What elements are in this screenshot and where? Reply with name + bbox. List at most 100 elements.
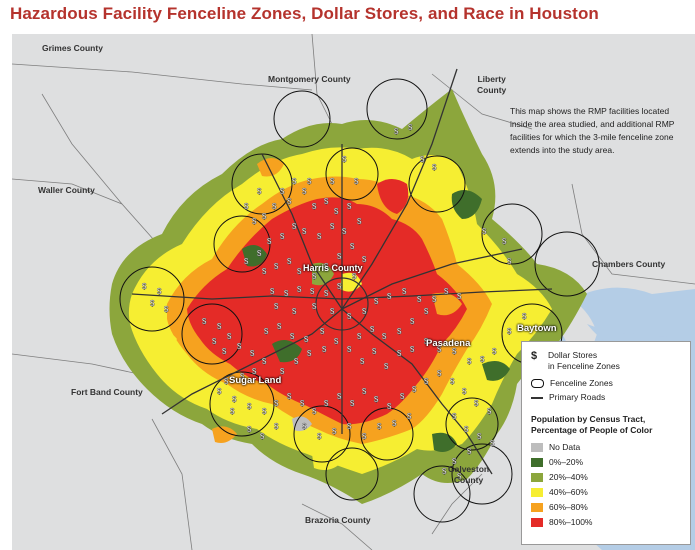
dollar-store-marker: $ [252,367,257,376]
dollar-store-marker: $ [232,395,237,404]
dollar-store-marker: $ [230,407,235,416]
legend-category-label: 40%–60% [549,487,588,497]
dollar-store-marker: $ [342,227,347,236]
legend-population-title: Population by Census Tract, Percentage of… [531,414,653,435]
dollar-store-marker: $ [387,292,392,301]
dollar-store-marker: $ [397,327,402,336]
dollar-store-marker: $ [287,257,292,266]
dollar-store-marker: $ [307,177,312,186]
dollar-store-marker: $ [442,467,447,476]
dollar-store-marker: $ [324,399,329,408]
dollar-store-marker: $ [247,402,252,411]
dollar-store-marker: $ [277,322,282,331]
dollar-store-marker: $ [157,287,162,296]
dollar-store-marker: $ [424,307,429,316]
dollar-store-marker: $ [302,422,307,431]
legend-swatch [531,473,543,483]
dollar-store-marker: $ [502,237,507,246]
legend-swatch [531,458,543,468]
map-note: This map shows the RMP facilities locate… [510,106,675,155]
dollar-store-marker: $ [292,307,297,316]
dollar-store-marker: $ [452,412,457,421]
dollar-store-marker: $ [362,387,367,396]
county-label-galveston: Galveston County [448,464,490,485]
legend-category: 0%–20% [531,457,583,468]
dollar-store-marker: $ [410,345,415,354]
dollar-store-marker: $ [347,345,352,354]
dollar-store-marker: $ [354,177,359,186]
legend-fenceline: Fenceline Zones [531,378,613,389]
dollar-store-marker: $ [377,422,382,431]
dollar-store-marker: $ [312,407,317,416]
county-label-grimes: Grimes County [42,43,103,53]
dollar-store-marker: $ [280,187,285,196]
dollar-store-marker: $ [257,187,262,196]
dollar-store-marker: $ [270,287,275,296]
dollar-store-marker: $ [264,327,269,336]
county-label-brazoria: Brazoria County [305,515,371,525]
dollar-store-marker: $ [408,123,413,132]
dollar-store-marker: $ [262,267,267,276]
dollar-store-marker: $ [522,312,527,321]
dollar-store-marker: $ [262,357,267,366]
dollar-store-marker: $ [467,357,472,366]
dollar-store-marker: $ [412,385,417,394]
dollar-store-marker: $ [337,252,342,261]
dollar-store-marker: $ [467,447,472,456]
dollar-store-marker: $ [244,202,249,211]
legend-swatch [531,518,543,528]
dollar-store-marker: $ [362,432,367,441]
dollar-store-marker: $ [487,407,492,416]
dollar-store-marker: $ [290,332,295,341]
county-label-harris: Harris County [303,263,363,273]
dollar-store-marker: $ [432,163,437,172]
dollar-store-marker: $ [252,217,257,226]
dollar-store-marker: $ [357,332,362,341]
county-label-fort-band: Fort Band County [71,387,143,397]
legend-swatch [531,503,543,513]
dollar-store-marker: $ [332,427,337,436]
dollar-store-marker: $ [482,227,487,236]
county-label-chambers: Chambers County [592,259,666,269]
legend-dollar-label: Dollar Stores in Fenceline Zones [548,350,620,371]
legend-category: No Data [531,442,581,453]
dollar-store-marker: $ [450,377,455,386]
dollar-store-marker: $ [397,349,402,358]
dollar-store-marker: $ [424,377,429,386]
dollar-store-marker: $ [294,357,299,366]
dollar-store-marker: $ [374,297,379,306]
dollar-store-marker: $ [312,302,317,311]
legend-category: 80%–100% [531,517,592,528]
legend-roads: Primary Roads [531,392,605,402]
dollar-store-marker: $ [317,232,322,241]
dollar-store-marker: $ [347,202,352,211]
dollar-store-marker: $ [384,362,389,371]
dollar-store-marker: $ [370,325,375,334]
census-tracts [109,89,587,504]
dollar-store-marker: $ [274,262,279,271]
dollar-store-marker: $ [274,422,279,431]
county-label-liberty: Liberty County [477,74,507,95]
legend-category-label: No Data [549,442,581,452]
dollar-store-marker: $ [337,282,342,291]
dollar-store-marker: $ [240,372,245,381]
dollar-store-marker: $ [287,392,292,401]
city-label-pasadena: Pasadena [426,338,471,349]
road-swatch [531,396,543,399]
dollar-store-marker: $ [490,439,495,448]
city-label-baytown: Baytown [517,323,557,334]
dollar-store-marker: $ [394,127,399,136]
dollar-store-marker: $ [142,282,147,291]
dollar-store-marker: $ [424,337,429,346]
dollar-store-marker: $ [310,287,315,296]
dollar-store-marker: $ [324,289,329,298]
dollar-store-marker: $ [382,332,387,341]
legend-category: 60%–80% [531,502,588,513]
dollar-store-marker: $ [222,347,227,356]
dollar-store-marker: $ [437,345,442,354]
legend-swatch [531,488,543,498]
dollar-store-marker: $ [250,349,255,358]
dollar-store-marker: $ [312,202,317,211]
dollar-store-marker: $ [420,155,425,164]
dollar-store-marker: $ [410,317,415,326]
